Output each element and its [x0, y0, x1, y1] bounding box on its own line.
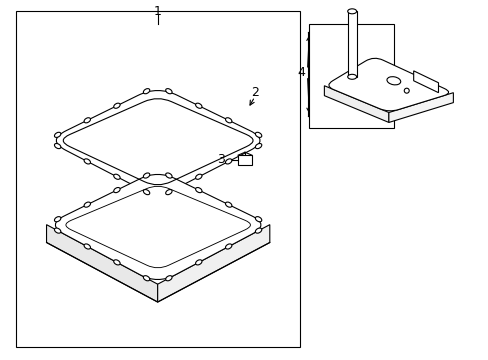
Ellipse shape — [143, 189, 149, 195]
Ellipse shape — [255, 132, 261, 138]
Ellipse shape — [165, 189, 172, 195]
Ellipse shape — [54, 132, 61, 138]
Ellipse shape — [347, 9, 356, 14]
Ellipse shape — [84, 118, 90, 123]
Ellipse shape — [114, 188, 120, 193]
FancyBboxPatch shape — [238, 155, 251, 165]
PathPatch shape — [328, 58, 448, 111]
Ellipse shape — [165, 89, 172, 94]
Ellipse shape — [143, 276, 149, 281]
Polygon shape — [46, 225, 157, 302]
Ellipse shape — [165, 276, 172, 281]
PathPatch shape — [55, 175, 261, 279]
Ellipse shape — [195, 260, 202, 265]
Ellipse shape — [54, 144, 61, 149]
Ellipse shape — [114, 174, 120, 179]
Ellipse shape — [54, 217, 61, 222]
Ellipse shape — [195, 188, 202, 193]
Ellipse shape — [225, 244, 231, 249]
Ellipse shape — [84, 202, 90, 207]
Ellipse shape — [255, 144, 261, 149]
Text: 4: 4 — [297, 66, 305, 79]
Ellipse shape — [114, 260, 120, 265]
Ellipse shape — [114, 103, 120, 108]
Text: 1: 1 — [153, 5, 161, 18]
Ellipse shape — [195, 103, 202, 108]
Ellipse shape — [225, 159, 231, 164]
Ellipse shape — [84, 244, 90, 249]
PathPatch shape — [56, 90, 260, 193]
Ellipse shape — [195, 174, 202, 179]
Polygon shape — [388, 93, 452, 122]
Bar — [309, 24, 393, 129]
Ellipse shape — [84, 159, 90, 164]
Ellipse shape — [255, 228, 261, 233]
Ellipse shape — [54, 228, 61, 233]
Polygon shape — [413, 71, 438, 93]
Polygon shape — [157, 225, 269, 302]
Ellipse shape — [255, 217, 261, 222]
Ellipse shape — [225, 202, 231, 207]
Ellipse shape — [225, 118, 231, 123]
Text: 3: 3 — [217, 153, 224, 166]
Ellipse shape — [143, 173, 149, 178]
Bar — [16, 11, 299, 347]
Bar — [347, 11, 356, 77]
Ellipse shape — [347, 74, 356, 79]
Ellipse shape — [143, 89, 149, 94]
PathPatch shape — [66, 186, 250, 268]
Text: 2: 2 — [250, 86, 258, 99]
Ellipse shape — [386, 77, 400, 85]
Ellipse shape — [165, 173, 172, 178]
Polygon shape — [324, 86, 388, 122]
